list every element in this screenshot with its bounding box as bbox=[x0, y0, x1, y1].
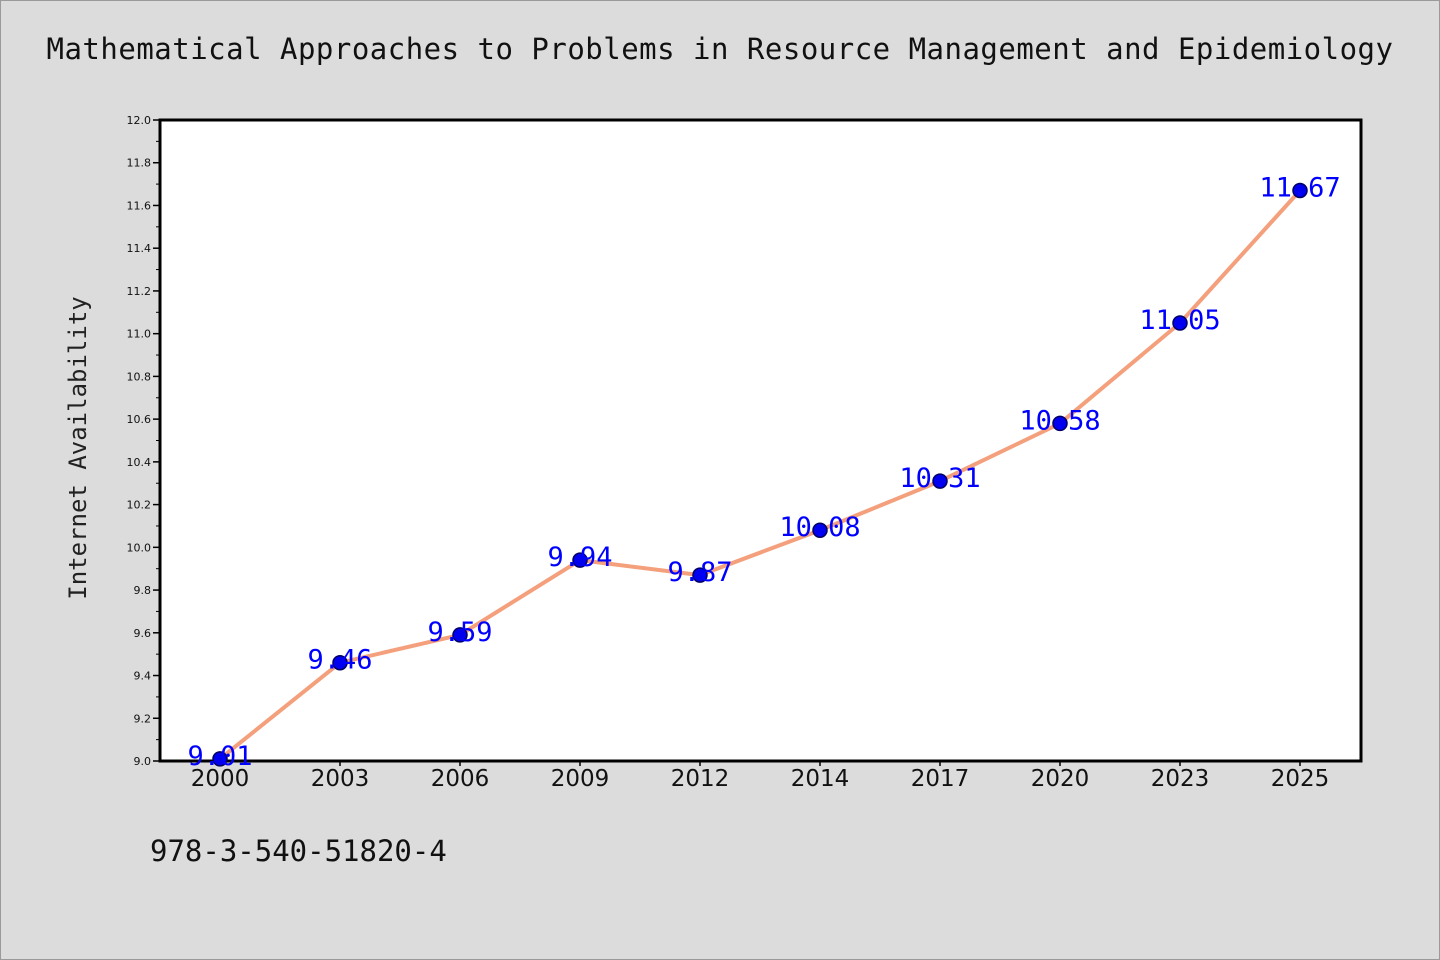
x-tick-label: 2003 bbox=[311, 766, 370, 792]
data-label: 10.31 bbox=[899, 463, 980, 494]
data-label: 9.87 bbox=[667, 557, 732, 588]
data-point bbox=[692, 567, 708, 583]
y-tick-label: 9.8 bbox=[134, 584, 152, 597]
data-label: 10.08 bbox=[779, 512, 860, 543]
y-tick-label: 9.6 bbox=[134, 627, 152, 640]
data-point bbox=[932, 473, 948, 489]
y-tick-label: 9.4 bbox=[134, 670, 152, 683]
x-tick-label: 2023 bbox=[1151, 766, 1210, 792]
data-point bbox=[452, 627, 468, 643]
isbn-text: 978-3-540-51820-4 bbox=[150, 834, 447, 868]
y-tick-label: 11.4 bbox=[127, 242, 152, 255]
x-tick-label: 2020 bbox=[1031, 766, 1090, 792]
x-tick-label: 2014 bbox=[791, 766, 850, 792]
y-tick-label: 11.8 bbox=[127, 157, 152, 170]
x-tick-label: 2012 bbox=[671, 766, 730, 792]
data-label: 10.58 bbox=[1019, 405, 1100, 436]
data-label: 9.59 bbox=[427, 617, 492, 648]
data-label: 9.46 bbox=[307, 645, 372, 676]
y-tick-label: 10.8 bbox=[127, 370, 152, 383]
data-labels: 9.01 9.46 9.59 9.94 9.87 10.08 10.31 10.58 11.05… bbox=[187, 173, 1340, 772]
plot-area bbox=[158, 118, 1363, 763]
data-point bbox=[332, 654, 348, 671]
data-point bbox=[212, 751, 228, 767]
data-point bbox=[812, 522, 828, 538]
y-tick-label: 11.6 bbox=[127, 199, 152, 212]
y-tick-label: 10.6 bbox=[127, 413, 152, 426]
data-point bbox=[1052, 415, 1068, 432]
y-tick-label: 10.0 bbox=[127, 541, 152, 554]
data-point bbox=[1172, 315, 1188, 331]
y-axis: 9.0 9.2 9.4 9.6 9.8 10.0 10.2 10.4 10.6 10.8 11.0 1… bbox=[127, 114, 160, 768]
data-label: 9.01 bbox=[187, 741, 252, 772]
y-tick-label: 11.0 bbox=[127, 328, 152, 341]
data-points bbox=[212, 182, 1308, 767]
y-tick-label: 11.2 bbox=[127, 285, 152, 298]
series-line bbox=[218, 189, 1302, 761]
data-label: 11.05 bbox=[1139, 305, 1220, 336]
x-tick-label: 2025 bbox=[1271, 766, 1330, 792]
y-tick-label: 12.0 bbox=[127, 114, 152, 127]
data-label: 9.94 bbox=[547, 542, 612, 573]
x-tick-label: 2017 bbox=[911, 766, 970, 792]
y-tick-label: 9.0 bbox=[134, 755, 152, 768]
y-tick-label: 9.2 bbox=[134, 712, 152, 725]
x-tick-label: 2000 bbox=[191, 766, 250, 792]
data-label: 11.67 bbox=[1259, 173, 1340, 204]
y-tick-label: 10.2 bbox=[127, 499, 152, 512]
chart-title: Mathematical Approaches to Problems in R… bbox=[46, 32, 1394, 66]
data-point bbox=[1292, 182, 1308, 199]
x-axis: 2000 2003 2006 2009 2012 2014 2017 2020 2023 2025 bbox=[191, 761, 1330, 792]
data-point bbox=[572, 552, 588, 568]
y-tick-label: 10.4 bbox=[127, 456, 152, 469]
x-tick-label: 2009 bbox=[551, 766, 610, 792]
x-tick-label: 2006 bbox=[431, 766, 490, 792]
